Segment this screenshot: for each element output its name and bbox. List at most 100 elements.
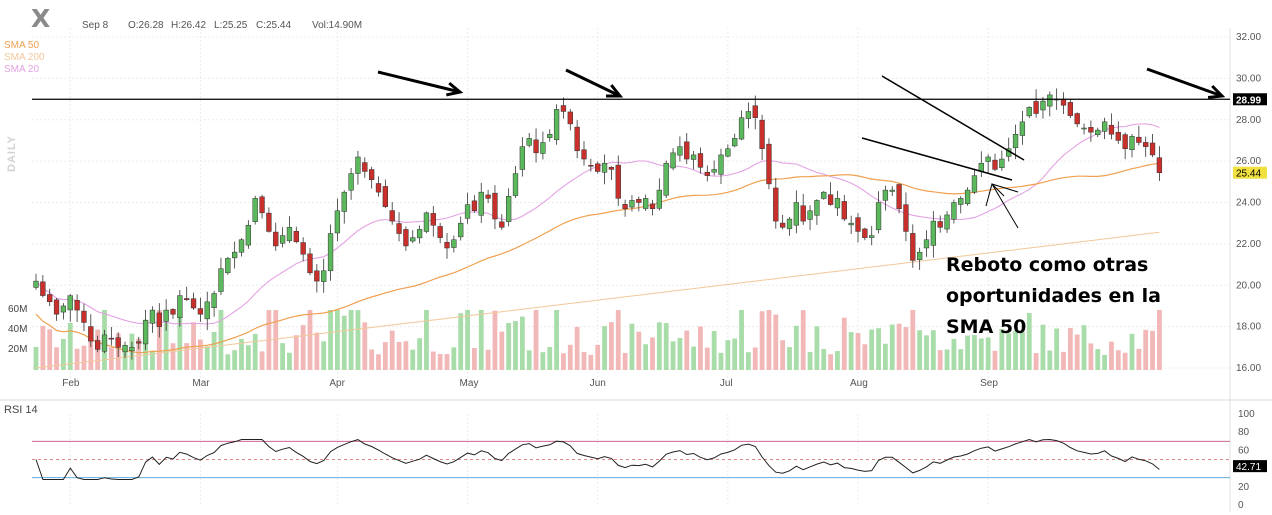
candle-body: [108, 337, 114, 340]
candle-body: [690, 154, 697, 160]
volume-bar: [554, 310, 559, 370]
volume-bar: [800, 310, 806, 370]
volume-bar: [807, 351, 813, 370]
candle-body: [1115, 132, 1121, 141]
candle-body: [1019, 121, 1026, 136]
volume-bar: [280, 343, 285, 370]
volume-bar: [1088, 343, 1094, 370]
volume-bar: [787, 347, 792, 370]
candle-body: [684, 141, 690, 160]
candle-body: [800, 205, 806, 222]
candle-body: [1033, 101, 1039, 114]
candle-body: [1012, 133, 1019, 149]
candle-body: [259, 196, 265, 214]
candle-body: [814, 200, 820, 216]
volume-bar: [389, 330, 395, 370]
candle-body: [773, 187, 779, 222]
volume-bar: [896, 323, 902, 370]
candle-body: [951, 202, 957, 220]
volume-bar: [403, 341, 409, 370]
candle-body: [382, 186, 389, 207]
candle-body: [273, 231, 279, 247]
wedge-lower-line: [861, 137, 1013, 181]
volume-bar: [218, 310, 224, 370]
candle-body: [697, 153, 704, 168]
volume-bar: [581, 351, 587, 370]
volume-bar: [944, 349, 950, 370]
candle-body: [992, 159, 998, 170]
candle-body: [60, 305, 67, 313]
candle-body: [1143, 142, 1149, 147]
volume-bar: [1047, 350, 1053, 370]
volume-bar: [1136, 348, 1142, 370]
candle-body: [896, 184, 902, 209]
month-label: Aug: [850, 378, 868, 389]
volume-bar: [122, 352, 128, 370]
volume-bar: [396, 341, 402, 370]
volume-bar: [184, 343, 190, 370]
candle-body: [1101, 121, 1108, 132]
candle-body: [766, 143, 772, 185]
candle-body: [464, 204, 471, 219]
volume-bar: [848, 332, 854, 370]
volume-bar: [711, 330, 717, 370]
candle-body: [1095, 129, 1101, 135]
candle-body: [321, 270, 327, 282]
pointer-arrow: [991, 183, 1019, 229]
volume-bar: [835, 351, 840, 370]
candle-body: [780, 222, 786, 228]
month-label: Jun: [590, 378, 606, 389]
candle-body: [553, 109, 560, 141]
volume-bar: [876, 328, 881, 370]
volume-bar: [328, 310, 333, 370]
volume-bar: [204, 346, 210, 370]
volume-bar: [1074, 334, 1080, 370]
volume-bar: [1040, 324, 1046, 370]
candle-body: [238, 239, 245, 253]
candle-body: [595, 163, 601, 172]
volume-bar: [259, 351, 265, 370]
candle-body: [67, 295, 73, 311]
volume-bar: [444, 354, 450, 370]
volume-bar: [355, 310, 361, 370]
volume-bar: [828, 354, 833, 370]
candle-body: [170, 309, 176, 315]
candle-body: [923, 239, 930, 249]
candle-body: [1040, 100, 1046, 111]
arrow-may: [377, 70, 461, 94]
candle-body: [53, 299, 60, 315]
volume-bars: [33, 310, 1162, 370]
candle-body: [129, 347, 135, 352]
candle-body: [1122, 134, 1128, 149]
volume-bar: [739, 310, 744, 370]
volume-bar: [1061, 351, 1066, 370]
volume-bar: [855, 333, 861, 370]
price-tick-label: 16.00: [1236, 363, 1261, 374]
candle-body: [732, 138, 738, 147]
candle-body: [1129, 136, 1135, 150]
volume-bar: [430, 351, 436, 370]
arrow-jun: [565, 68, 621, 98]
volume-bar: [903, 327, 909, 370]
candle-body: [793, 202, 800, 226]
candlesticks[interactable]: [33, 88, 1163, 360]
volume-bar: [574, 326, 580, 370]
volume-bar: [1157, 310, 1162, 370]
candle-body: [410, 237, 416, 242]
volume-bar: [1054, 328, 1060, 370]
volume-bar: [225, 354, 231, 370]
volume-bar: [485, 349, 491, 370]
arrow-axis: [1146, 67, 1223, 98]
candle-body: [142, 320, 149, 345]
candle-body: [327, 233, 334, 272]
candle-body: [88, 326, 94, 342]
candle-body: [533, 139, 539, 154]
candle-body: [903, 204, 909, 232]
volume-bar: [451, 347, 457, 370]
volume-bar: [526, 350, 532, 370]
price-axis: 32.00 30.00 28.00 26.00 24.00 22.00 20.00 18.00…: [8, 32, 1267, 389]
rsi-title: RSI 14: [4, 404, 38, 416]
candle-body: [745, 111, 752, 119]
volume-bar: [472, 348, 477, 370]
